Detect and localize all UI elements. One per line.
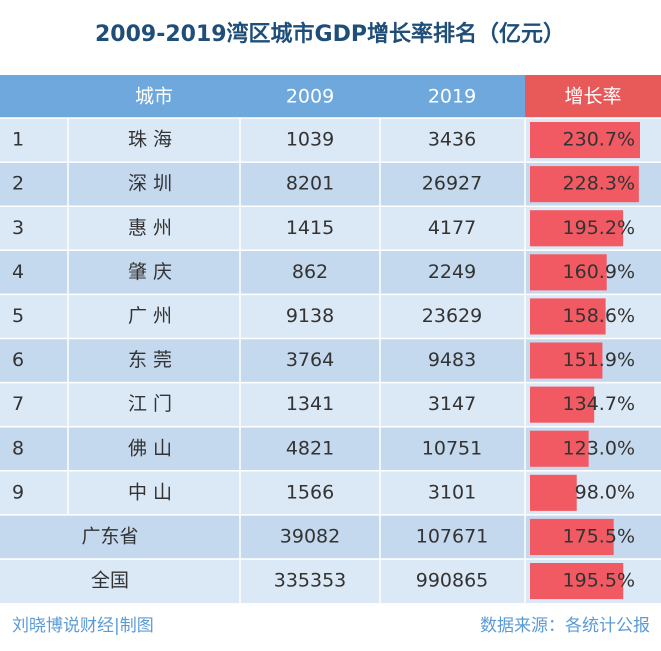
growth-bar xyxy=(530,474,577,511)
growth-bar xyxy=(530,563,624,600)
growth-bar xyxy=(530,166,639,203)
growth-label: 175.5% xyxy=(563,525,635,547)
value-2009: 3764 xyxy=(286,349,334,371)
column-header: 城市 xyxy=(135,86,173,108)
footer-left: 刘晓博说财经|制图 xyxy=(12,616,154,636)
value-2019: 4177 xyxy=(428,217,476,239)
rank: 8 xyxy=(12,437,24,459)
city: 江 门 xyxy=(128,393,172,415)
column-header: 增长率 xyxy=(564,86,621,108)
city: 深 圳 xyxy=(128,173,172,195)
rank: 3 xyxy=(12,217,24,239)
growth-bar xyxy=(530,342,603,379)
rank: 5 xyxy=(12,305,24,327)
value-2009: 39082 xyxy=(280,525,340,547)
value-2009: 335353 xyxy=(274,570,347,592)
city: 东 莞 xyxy=(128,349,172,371)
growth-label: 134.7% xyxy=(563,393,635,415)
growth-label: 195.2% xyxy=(563,217,635,239)
city: 惠 州 xyxy=(128,217,172,239)
growth-label: 230.7% xyxy=(563,129,635,151)
header-growth-cell xyxy=(525,75,661,118)
city: 肇 庆 xyxy=(128,261,172,283)
growth-bar xyxy=(530,430,589,467)
value-2009: 4821 xyxy=(286,437,334,459)
rank: 7 xyxy=(12,393,24,415)
region: 广东省 xyxy=(81,525,138,547)
value-2019: 3147 xyxy=(428,393,476,415)
value-2009: 862 xyxy=(292,261,328,283)
growth-label: 151.9% xyxy=(563,349,635,371)
growth-bar xyxy=(530,122,640,159)
value-2019: 3436 xyxy=(428,129,476,151)
column-header: 2019 xyxy=(428,86,476,108)
value-2009: 1341 xyxy=(286,393,334,415)
city: 佛 山 xyxy=(128,437,172,459)
value-2019: 10751 xyxy=(422,437,482,459)
value-2019: 23629 xyxy=(422,305,482,327)
growth-label: 195.5% xyxy=(563,570,635,592)
value-2019: 26927 xyxy=(422,173,482,195)
growth-label: 160.9% xyxy=(563,261,635,283)
growth-bar xyxy=(530,518,614,555)
rank: 9 xyxy=(12,481,24,503)
footer-right: 数据来源：各统计公报 xyxy=(480,616,650,636)
column-header: 2009 xyxy=(286,86,334,108)
rank: 2 xyxy=(12,173,24,195)
value-2019: 990865 xyxy=(416,570,489,592)
city: 珠 海 xyxy=(128,129,172,151)
value-2019: 107671 xyxy=(416,525,489,547)
growth-bar xyxy=(530,254,607,291)
growth-bar xyxy=(530,298,606,335)
rank: 6 xyxy=(12,349,24,371)
value-2009: 1566 xyxy=(286,481,334,503)
value-2009: 1415 xyxy=(286,217,334,239)
rank: 4 xyxy=(12,261,24,283)
value-2019: 9483 xyxy=(428,349,476,371)
growth-label: 98.0% xyxy=(575,481,635,503)
value-2019: 3101 xyxy=(428,481,476,503)
value-2009: 8201 xyxy=(286,173,334,195)
value-2009: 9138 xyxy=(286,305,334,327)
rank: 1 xyxy=(12,129,24,151)
city: 广 州 xyxy=(128,305,172,327)
city: 中 山 xyxy=(128,481,172,503)
value-2019: 2249 xyxy=(428,261,476,283)
growth-label: 123.0% xyxy=(563,437,635,459)
growth-label: 158.6% xyxy=(563,305,635,327)
growth-label: 228.3% xyxy=(563,173,635,195)
footer xyxy=(0,603,661,647)
region: 全国 xyxy=(91,570,129,592)
growth-bar xyxy=(530,210,624,247)
growth-bar xyxy=(530,386,595,423)
title: 2009-2019湾区城市GDP增长率排名（亿元） xyxy=(95,21,565,47)
value-2009: 1039 xyxy=(286,129,334,151)
